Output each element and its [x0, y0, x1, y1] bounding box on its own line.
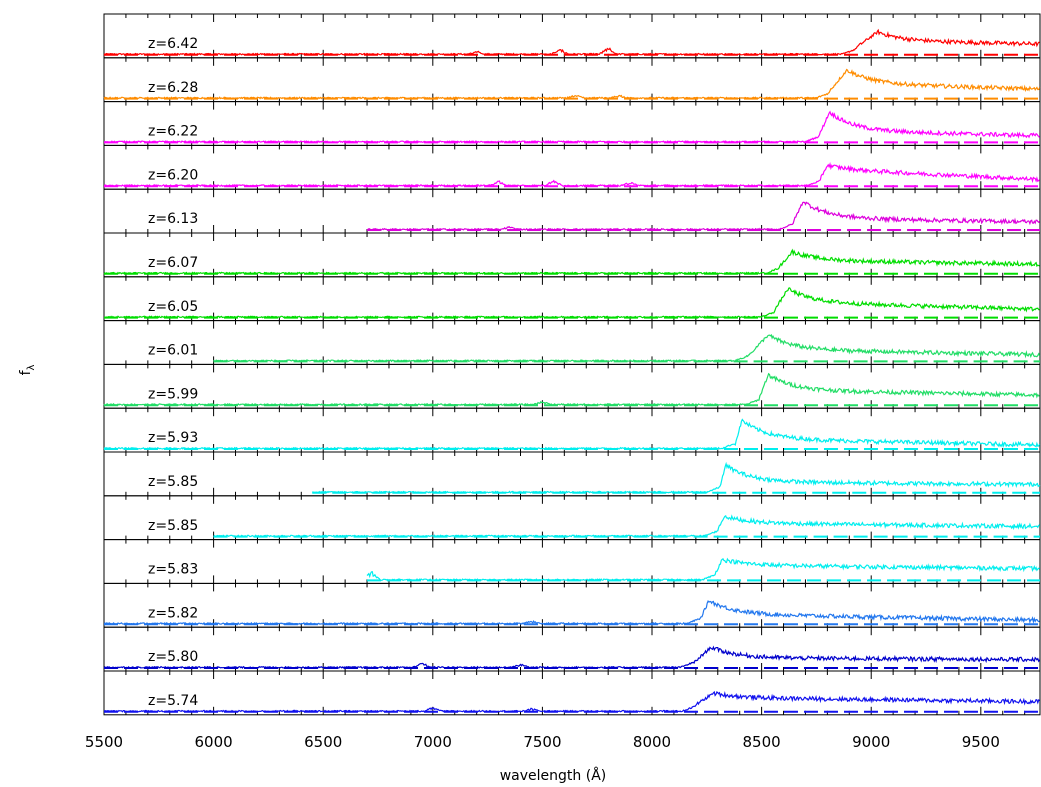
panel-ticks [103, 539, 1026, 584]
redshift-label: z=6.05 [148, 299, 198, 315]
redshift-label: z=6.42 [148, 36, 198, 52]
spectrum-line [103, 287, 1040, 319]
x-tick-label: 8000 [633, 733, 671, 751]
panel-frame [103, 320, 1041, 365]
panel-ticks [103, 145, 1026, 190]
panel-ticks [103, 627, 1026, 671]
panel-frame [103, 144, 1041, 190]
panel-ticks [103, 671, 1026, 715]
panel-frame [103, 670, 1041, 716]
panel-ticks [103, 583, 1026, 628]
spectrum-panel: z=6.22 [103, 101, 1041, 146]
spectrum-panel: z=6.42 [103, 13, 1041, 59]
redshift-label: z=5.74 [148, 693, 198, 709]
panel-ticks [103, 320, 1026, 365]
redshift-label: z=6.01 [148, 343, 198, 359]
spectrum-panel: z=5.74 [103, 670, 1041, 716]
redshift-label: z=6.07 [148, 255, 198, 271]
x-tick-label: 9000 [852, 733, 890, 751]
redshift-label: z=6.22 [148, 124, 198, 140]
redshift-label: z=6.28 [148, 80, 198, 96]
panel-frame [103, 363, 1041, 409]
spectrum-line [103, 645, 1041, 670]
spectrum-panel: z=6.05 [103, 276, 1041, 322]
y-axis-title: fλ [18, 364, 37, 375]
spectrum-panel: z=6.01 [103, 320, 1041, 365]
panel-frame [103, 451, 1041, 497]
panel-ticks [103, 276, 1026, 321]
redshift-label: z=5.85 [148, 518, 198, 534]
spectrum-line [103, 28, 1040, 56]
y-axis-title-text: fλ [18, 364, 37, 375]
panel-frame [103, 57, 1041, 103]
panel-ticks [103, 364, 1026, 409]
x-tick-label: 7500 [523, 733, 561, 751]
spectrum-panel: z=6.28 [103, 57, 1041, 103]
spectrum-line [103, 600, 1040, 626]
spectrum-line [104, 162, 1041, 188]
spectrum-panel: z=5.80 [103, 626, 1041, 672]
spectrum-panel: z=5.82 [103, 582, 1041, 628]
spectrum-panel: z=5.83 [103, 539, 1041, 584]
redshift-label: z=5.93 [148, 430, 198, 446]
spectrum-panel: z=5.93 [103, 407, 1041, 453]
spectrum-line [103, 372, 1040, 407]
panel-frame [103, 188, 1041, 234]
x-axis: 5500 6000 6500 7000 7500 8000 8500 9000 9500 [85, 733, 1000, 751]
panel-ticks [103, 101, 1026, 146]
panel-frame [103, 495, 1041, 541]
x-tick-label: 9500 [962, 733, 1000, 751]
spectrum-line [103, 418, 1041, 451]
spectrum-line [103, 248, 1040, 275]
spectrum-line [103, 690, 1040, 713]
panel-ticks [103, 57, 1026, 102]
spectrum-panel: z=5.85 [103, 451, 1041, 497]
redshift-label: z=6.13 [148, 211, 198, 227]
panel-ticks [103, 452, 1026, 496]
redshift-label: z=5.82 [148, 605, 198, 621]
x-tick-label: 6000 [195, 733, 233, 751]
panel-frame [103, 232, 1041, 278]
x-axis-title: wavelength (Å) [500, 767, 607, 784]
x-tick-label: 6500 [304, 733, 342, 751]
panel-frame [103, 626, 1041, 672]
spectrum-panel: z=6.07 [103, 232, 1041, 278]
spectrum-line [312, 461, 1041, 494]
spectrum-panel: z=6.13 [103, 188, 1041, 234]
panel-frame [103, 276, 1041, 322]
x-tick-label: 8500 [743, 733, 781, 751]
spectrum-line [103, 110, 1041, 144]
panel-frame [103, 582, 1041, 628]
redshift-label: z=5.80 [148, 649, 198, 665]
panel-frame [103, 407, 1041, 453]
spectrum-panel: z=5.99 [103, 363, 1041, 409]
panel-ticks [103, 495, 1026, 540]
x-tick-label: 5500 [85, 733, 123, 751]
spectrum-line [213, 333, 1041, 363]
panel-frame [103, 101, 1041, 146]
panel-ticks [103, 408, 1026, 452]
redshift-label: z=5.99 [148, 386, 198, 402]
spectrum-panel: z=6.20 [103, 144, 1041, 190]
redshift-label: z=6.20 [148, 167, 198, 183]
panel-ticks [103, 189, 1026, 233]
spectrum-panel: z=5.85 [103, 495, 1041, 541]
spectrum-line [366, 201, 1041, 232]
redshift-label: z=5.83 [148, 562, 198, 578]
y-axis-title-subscript: λ [26, 364, 37, 370]
spectrum-line [213, 514, 1041, 538]
spectrum-line [103, 68, 1041, 100]
panel-frame [103, 539, 1041, 584]
spectrum-line [366, 557, 1040, 582]
x-tick-label: 7000 [414, 733, 452, 751]
panel-ticks [103, 233, 1026, 277]
spectra-panels: z=6.42 z=6.28 z=6.22 z=6.20 z=6.13 z=6.07 z=6.… [103, 13, 1041, 716]
redshift-label: z=5.85 [148, 474, 198, 490]
